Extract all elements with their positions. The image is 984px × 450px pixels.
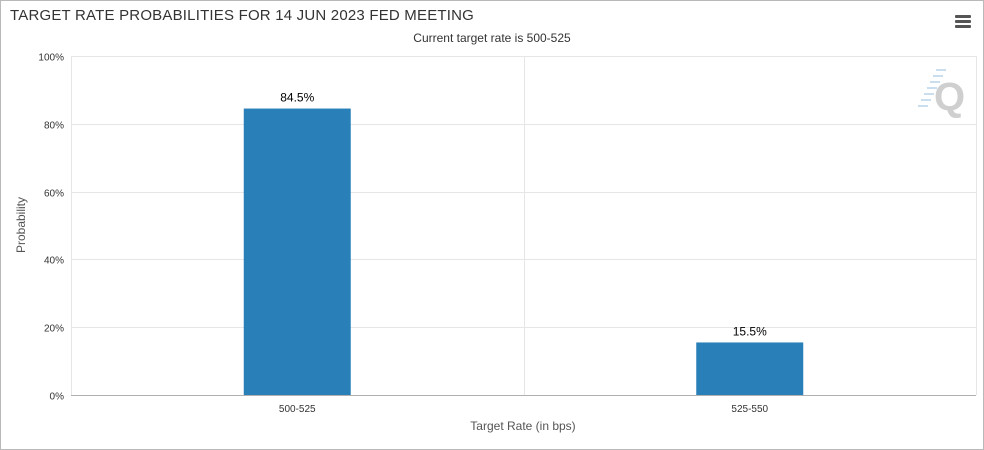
hamburger-menu-icon[interactable] xyxy=(955,15,971,29)
x-axis-title: Target Rate (in bps) xyxy=(470,419,575,433)
y-tick-label: 80% xyxy=(44,121,64,132)
data-labels: 84.5% 15.5% xyxy=(280,91,767,339)
chart-title: TARGET RATE PROBABILITIES FOR 14 JUN 202… xyxy=(10,7,475,24)
bar-525-550[interactable] xyxy=(696,342,804,395)
y-tick-label: 60% xyxy=(44,189,64,200)
y-tick-label: 100% xyxy=(38,53,64,64)
x-axis-ticks: 500-525 525-550 xyxy=(279,404,769,415)
chart-subtitle: Current target rate is 500-525 xyxy=(413,31,571,45)
y-tick-label: 20% xyxy=(44,324,64,335)
bar-500-525[interactable] xyxy=(243,108,351,396)
q-logo-watermark: Q xyxy=(918,69,965,119)
data-label: 15.5% xyxy=(733,324,767,338)
x-tick-label: 525-550 xyxy=(731,404,768,415)
y-tick-label: 0% xyxy=(50,392,65,403)
bars xyxy=(243,108,804,396)
y-tick-label: 40% xyxy=(44,256,64,267)
y-axis-title: Probability xyxy=(14,197,28,253)
y-axis-ticks: 0% 20% 40% 60% 80% 100% xyxy=(38,53,64,403)
grid-lines xyxy=(71,56,977,395)
svg-text:Q: Q xyxy=(934,75,965,119)
data-label: 84.5% xyxy=(280,91,314,105)
x-tick-label: 500-525 xyxy=(279,404,316,415)
